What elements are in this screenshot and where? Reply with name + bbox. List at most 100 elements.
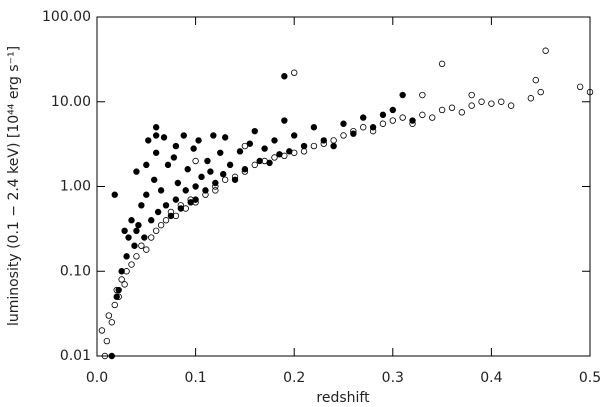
point — [204, 157, 211, 165]
point — [131, 242, 138, 249]
point — [133, 227, 140, 235]
point — [133, 253, 140, 260]
point — [226, 161, 234, 169]
point — [118, 276, 125, 283]
point — [256, 157, 263, 165]
point — [125, 234, 132, 241]
point — [389, 117, 396, 124]
point — [180, 132, 187, 139]
point — [187, 196, 194, 203]
point — [241, 142, 249, 150]
point — [271, 154, 278, 161]
point — [128, 217, 135, 224]
point — [160, 134, 168, 141]
point — [419, 91, 426, 99]
point — [152, 124, 160, 131]
point — [236, 148, 244, 155]
point — [152, 149, 160, 156]
point — [300, 148, 308, 155]
point — [128, 261, 135, 268]
point — [170, 154, 178, 161]
point — [143, 191, 150, 198]
x-tick-label: 0.1 — [184, 370, 206, 386]
point — [217, 149, 224, 156]
point — [330, 142, 337, 150]
point — [251, 127, 258, 135]
point — [190, 145, 197, 152]
point — [468, 102, 475, 109]
point — [429, 114, 436, 121]
point — [320, 140, 327, 147]
point — [409, 120, 416, 127]
point — [123, 253, 130, 260]
point — [118, 268, 125, 275]
point — [115, 293, 122, 300]
point — [154, 208, 162, 216]
plot-frame — [96, 16, 591, 357]
point — [320, 137, 327, 144]
point — [448, 104, 456, 111]
point — [291, 132, 298, 139]
point — [195, 137, 202, 144]
x-tick-label: 0.0 — [86, 370, 108, 386]
y-tick-label: 0.10 — [60, 263, 91, 279]
point — [399, 91, 406, 99]
point — [133, 168, 140, 175]
point — [379, 120, 387, 127]
point — [113, 286, 120, 294]
y-tick-label: 100.00 — [42, 9, 91, 25]
point — [537, 88, 544, 96]
point — [115, 286, 122, 294]
point — [498, 98, 505, 105]
point — [152, 227, 160, 235]
point — [310, 124, 318, 131]
point — [389, 106, 396, 114]
point — [576, 83, 584, 91]
point — [103, 337, 111, 345]
point — [281, 117, 288, 124]
point — [271, 137, 278, 144]
point — [507, 102, 515, 109]
point — [532, 76, 539, 84]
point — [172, 142, 180, 150]
point — [105, 312, 113, 319]
point — [177, 205, 185, 212]
point — [111, 191, 118, 198]
point — [478, 98, 485, 105]
point — [123, 268, 130, 275]
point — [108, 352, 115, 360]
point — [182, 187, 189, 194]
point — [210, 132, 217, 139]
point — [251, 161, 258, 169]
point — [145, 137, 152, 144]
point — [202, 191, 209, 198]
point — [261, 145, 268, 152]
x-tick-label: 0.5 — [579, 370, 600, 386]
point — [143, 246, 150, 253]
x-tick-label: 0.2 — [283, 370, 305, 386]
point — [340, 132, 347, 139]
y-tick-label: 1.00 — [60, 179, 91, 195]
point — [399, 114, 406, 121]
point — [241, 166, 249, 173]
x-tick-label: 0.4 — [480, 370, 502, 386]
point — [350, 127, 357, 135]
point — [488, 100, 495, 107]
point — [141, 234, 148, 241]
point — [586, 88, 594, 96]
y-axis-title: luminosity (0.1 − 2.4 keV) [10⁴⁴ erg s⁻¹… — [6, 46, 22, 326]
point — [162, 202, 170, 209]
point — [281, 152, 288, 160]
point — [192, 183, 199, 190]
point — [220, 170, 227, 178]
point — [198, 173, 205, 181]
point — [212, 183, 219, 190]
point — [241, 168, 249, 175]
point — [261, 157, 268, 165]
point — [438, 106, 446, 114]
point — [121, 227, 128, 235]
point — [231, 173, 239, 181]
point — [527, 95, 535, 102]
point — [167, 208, 175, 216]
point — [281, 73, 288, 80]
